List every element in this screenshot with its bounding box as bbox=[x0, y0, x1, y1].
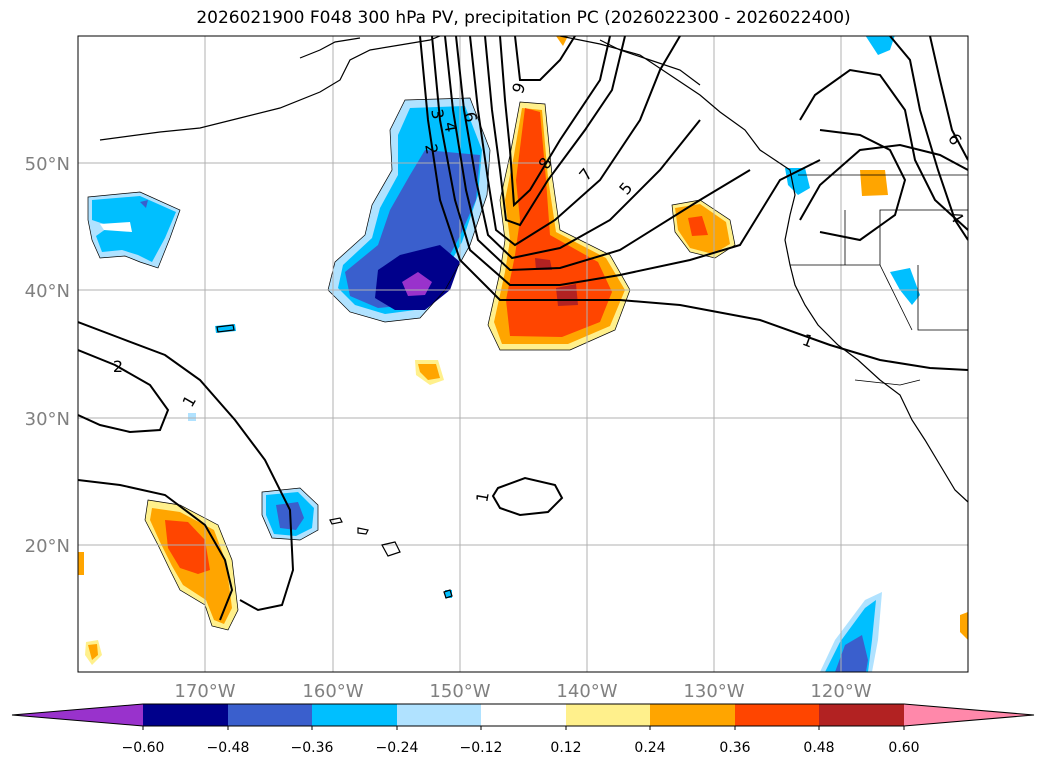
colorbar bbox=[11, 703, 1035, 730]
colorbar-segment bbox=[481, 704, 566, 726]
contour-label: 6 bbox=[460, 110, 480, 123]
contour-label: 2 bbox=[113, 357, 123, 376]
lon-label: 130°W bbox=[683, 681, 744, 702]
lat-label: 40°N bbox=[25, 281, 70, 302]
colorbar-tick-label: 0.48 bbox=[803, 740, 834, 756]
lon-label: 170°W bbox=[174, 681, 235, 702]
colorbar-tick-label: −0.12 bbox=[460, 740, 503, 756]
map-title: 2026021900 F048 300 hPa PV, precipitatio… bbox=[196, 8, 851, 28]
colorbar-segment bbox=[397, 704, 481, 726]
lon-label: 150°W bbox=[429, 681, 490, 702]
pv-contours bbox=[78, 36, 968, 621]
lon-label: 160°W bbox=[302, 681, 363, 702]
colorbar-segment bbox=[735, 704, 819, 726]
contour-label: 2 bbox=[421, 142, 441, 155]
colorbar-tick-labels: −0.60 −0.48 −0.36 −0.24 −0.12 0.12 0.24 … bbox=[122, 740, 920, 756]
contour-label: 1 bbox=[472, 490, 492, 503]
lon-label: 120°W bbox=[810, 681, 871, 702]
colorbar-tick-label: 0.12 bbox=[550, 740, 581, 756]
contour-label: 3 bbox=[427, 107, 447, 120]
colorbar-tick-label: 0.36 bbox=[719, 740, 750, 756]
precip-positive-region-east bbox=[672, 170, 888, 258]
colorbar-tick-label: 0.24 bbox=[634, 740, 665, 756]
lat-label: 30°N bbox=[25, 409, 70, 430]
colorbar-extend-min bbox=[12, 704, 143, 726]
colorbar-tick-label: 0.60 bbox=[888, 740, 919, 756]
map-gridlines bbox=[78, 36, 968, 672]
latitude-labels: 50°N 40°N 30°N 20°N bbox=[25, 154, 70, 557]
precip-negative-region-west bbox=[88, 192, 180, 268]
colorbar-segment bbox=[819, 704, 904, 726]
longitude-labels: 170°W 160°W 150°W 140°W 130°W 120°W bbox=[174, 681, 871, 702]
colorbar-segment bbox=[312, 704, 397, 726]
colorbar-segment bbox=[566, 704, 650, 726]
colorbar-segment bbox=[228, 704, 312, 726]
colorbar-tick-label: −0.60 bbox=[122, 740, 165, 756]
lon-label: 140°W bbox=[556, 681, 617, 702]
colorbar-tick-label: −0.36 bbox=[291, 740, 334, 756]
contour-label: 4 bbox=[440, 120, 460, 133]
colorbar-extend-max bbox=[904, 704, 1034, 726]
lat-label: 20°N bbox=[25, 536, 70, 557]
colorbar-segment bbox=[143, 704, 228, 726]
colorbar-tick-label: −0.48 bbox=[207, 740, 250, 756]
colorbar-tick-label: −0.24 bbox=[376, 740, 419, 756]
map-frame bbox=[77, 35, 969, 673]
map-plot-area: 1 1 1 2 2 3 4 4 5 6 6 7 8 9 bbox=[78, 36, 968, 672]
colorbar-segment bbox=[650, 704, 735, 726]
lat-label: 50°N bbox=[25, 154, 70, 175]
coastlines bbox=[99, 36, 968, 599]
